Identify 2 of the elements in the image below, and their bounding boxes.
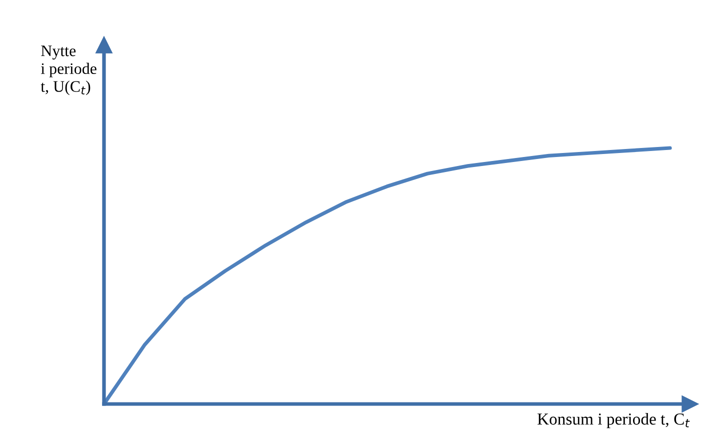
y-axis-title: Nytte i periode t, U(C$_{t}$) [40,46,96,96]
x-axis-title: Konsum i periode t, C$_{t}$ [537,412,690,428]
